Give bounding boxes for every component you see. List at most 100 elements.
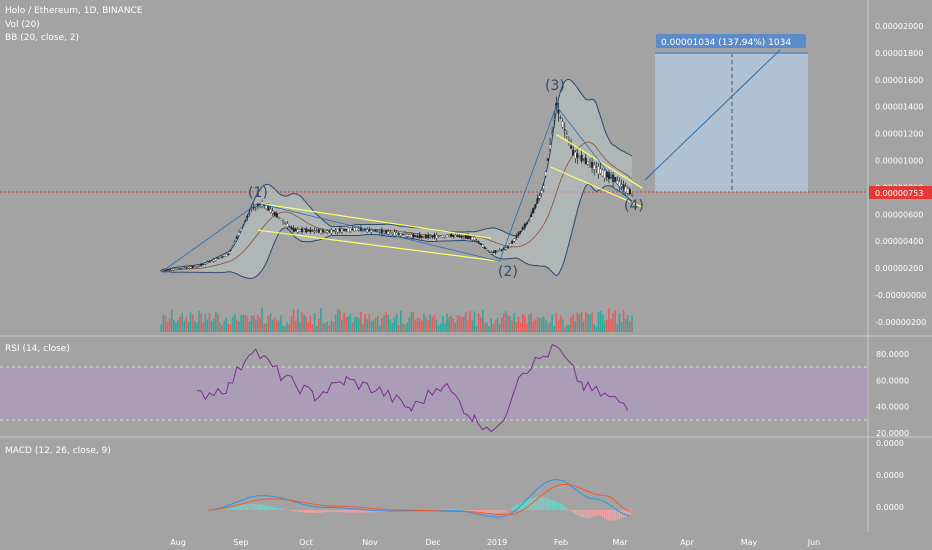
macd-histogram-bar — [345, 510, 347, 513]
macd-histogram-bar — [597, 510, 600, 516]
volume-bar — [265, 323, 268, 332]
macd-histogram-bar — [532, 497, 535, 510]
macd-histogram-bar — [330, 510, 333, 512]
volume-bar — [587, 313, 589, 332]
volume-bar — [280, 315, 282, 332]
macd-histogram-bar — [242, 504, 244, 510]
candle-body — [395, 232, 398, 236]
candle-body — [553, 119, 556, 121]
candle-body — [244, 220, 247, 222]
volume-bar — [290, 315, 293, 332]
candle-body — [431, 236, 434, 238]
macd-histogram-bar — [236, 505, 238, 510]
time-axis-tick: Nov — [362, 538, 378, 547]
volume-bar — [534, 319, 537, 332]
volume-bar — [479, 316, 482, 332]
volume-bar — [433, 314, 436, 332]
volume-bar — [400, 310, 402, 332]
macd-histogram-bar — [524, 500, 526, 510]
volume-bar — [191, 314, 194, 332]
candle-body — [206, 262, 209, 264]
volume-bar — [278, 320, 280, 332]
candle-body — [385, 230, 388, 234]
macd-histogram-bar — [595, 510, 598, 516]
volume-bar — [389, 319, 392, 332]
macd-histogram-bar — [473, 510, 476, 512]
volume-bar — [275, 320, 278, 332]
macd-histogram-bar — [494, 510, 497, 514]
volume-bar — [561, 319, 564, 332]
volume-bar — [292, 309, 295, 332]
candle-body — [485, 248, 489, 251]
volume-bar — [532, 320, 535, 332]
candle-body — [218, 256, 222, 259]
candle-body — [292, 228, 295, 232]
volume-bar — [177, 319, 179, 332]
volume-bar — [347, 316, 350, 332]
candle-body — [578, 156, 581, 159]
macd-histogram-bar — [566, 508, 568, 510]
macd-histogram-bar — [572, 510, 574, 513]
macd-histogram-bar — [526, 499, 528, 510]
volume-bar — [490, 318, 492, 332]
candle-body — [588, 163, 592, 165]
macd-histogram-bar — [608, 510, 610, 521]
macd-histogram-bar — [370, 510, 373, 513]
price-axis-tick: 0.00000400 — [875, 237, 923, 246]
macd-histogram-bar — [231, 506, 234, 510]
volume-bar — [547, 323, 549, 332]
volume-bar — [542, 316, 545, 332]
candle-body — [458, 235, 461, 238]
candle-body — [446, 234, 449, 238]
candle-body — [410, 234, 413, 238]
candle-body — [225, 254, 228, 257]
volume-bar — [578, 314, 581, 332]
target-projection-box[interactable] — [655, 53, 808, 192]
volume-bar — [450, 316, 453, 332]
candle-body — [595, 167, 598, 169]
x-axis-labels: Aug Sep Oct Nov Dec 2019 Feb Mar Apr May Jun — [170, 538, 820, 547]
macd-histogram-bar — [557, 502, 560, 510]
candle-body — [582, 159, 585, 161]
macd-histogram-bar — [360, 510, 362, 513]
macd-histogram-bar — [610, 510, 612, 521]
candle-body — [252, 207, 255, 209]
volume-bar — [507, 314, 509, 332]
macd-histogram-bar — [454, 508, 457, 510]
candle-body — [305, 228, 308, 233]
candle-body — [448, 235, 451, 237]
volume-bar — [309, 315, 312, 332]
volume-bar — [521, 314, 524, 332]
price-axis-tick: 0.00001400 — [875, 103, 923, 112]
macd-histogram-bar — [273, 507, 276, 510]
volume-bar — [305, 316, 308, 332]
macd-histogram-bar — [578, 510, 581, 517]
volume-bar — [204, 313, 207, 332]
y-axis-labels: 0.00002000 0.00001800 0.00001600 0.00001400… — [875, 22, 926, 512]
candle-body — [450, 234, 453, 237]
volume-bar — [473, 311, 476, 332]
candle-body — [290, 227, 293, 230]
macd-histogram-bar — [511, 507, 514, 510]
rsi-legend: RSI (14, close) — [5, 344, 70, 354]
candle-body — [462, 236, 465, 238]
volume-bar — [448, 317, 450, 332]
macd-histogram-bar — [614, 510, 617, 521]
volume-bar — [376, 316, 379, 332]
candle-body — [330, 229, 333, 234]
candle-body — [250, 208, 253, 210]
volume-bar — [555, 312, 558, 332]
volume-bar — [477, 313, 480, 332]
candle-body — [601, 169, 604, 177]
macd-histogram-bar — [334, 510, 337, 512]
macd-histogram-bar — [301, 510, 303, 513]
volume-bar — [328, 325, 331, 332]
candle-body — [467, 235, 470, 239]
macd-histogram-bar — [223, 508, 226, 510]
candle-body — [437, 235, 440, 238]
macd-histogram-bar — [240, 504, 242, 510]
price-axis-tick: 0.00000200 — [875, 264, 923, 273]
macd-histogram-bar — [284, 509, 287, 510]
candle-body — [200, 263, 203, 266]
